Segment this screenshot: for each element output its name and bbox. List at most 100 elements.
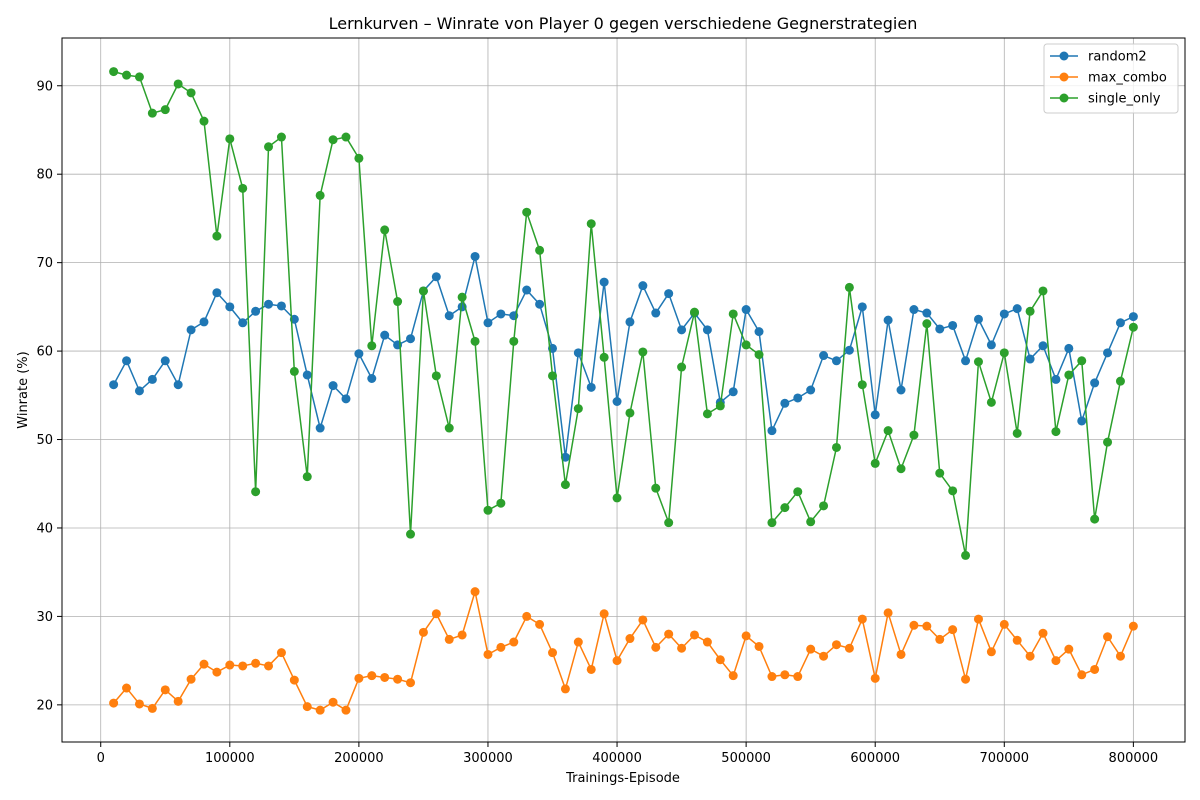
data-point [367, 341, 377, 351]
data-point [406, 529, 416, 539]
data-point [109, 380, 119, 390]
data-point [548, 371, 558, 381]
data-point [638, 281, 648, 291]
plot-frame [61, 37, 1186, 743]
data-point [961, 356, 971, 366]
data-point [173, 79, 183, 89]
data-point [444, 423, 454, 433]
series-single-only [109, 67, 1138, 560]
data-point [793, 672, 803, 682]
data-point [999, 619, 1009, 629]
data-point [444, 311, 454, 321]
data-point [302, 370, 312, 380]
data-point [354, 349, 364, 359]
data-point [793, 393, 803, 403]
data-point [870, 673, 880, 683]
data-point [819, 351, 829, 361]
x-tick-label: 500000 [721, 751, 771, 766]
data-point [238, 661, 248, 671]
data-point [599, 352, 609, 362]
data-point [612, 656, 622, 666]
data-point [586, 664, 596, 674]
series-max-combo [109, 587, 1138, 715]
data-point [1025, 651, 1035, 661]
data-point [728, 387, 738, 397]
data-point [199, 116, 209, 126]
data-point [470, 336, 480, 346]
data-point [715, 655, 725, 665]
data-point [935, 634, 945, 644]
data-point [199, 317, 209, 327]
data-point [948, 486, 958, 496]
data-point [431, 609, 441, 619]
data-point [754, 641, 764, 651]
data-point [264, 142, 274, 152]
data-point [1051, 427, 1061, 437]
legend-entry: single_only [1050, 92, 1161, 107]
data-point [367, 374, 377, 383]
series-random2 [109, 251, 1138, 462]
data-point [522, 285, 532, 295]
data-point [973, 314, 983, 324]
data-point [251, 487, 261, 497]
x-tick-label: 200000 [334, 751, 384, 766]
data-point [238, 183, 248, 193]
data-point [560, 684, 570, 694]
data-point [844, 345, 854, 355]
data-point [573, 637, 583, 647]
data-point [251, 306, 261, 316]
data-point [1012, 635, 1022, 645]
data-point [857, 614, 867, 624]
data-point [509, 336, 519, 346]
data-point [173, 380, 183, 390]
y-tick-label: 80 [36, 168, 53, 183]
data-point [212, 231, 222, 241]
data-point [1038, 628, 1048, 638]
data-point [212, 288, 222, 298]
data-point [1051, 656, 1061, 666]
data-point [1051, 374, 1061, 384]
data-point [935, 324, 945, 334]
data-point [844, 282, 854, 292]
data-point [1064, 644, 1074, 654]
data-point [896, 385, 906, 395]
data-point [535, 299, 545, 309]
data-point [664, 289, 674, 299]
data-point [1103, 632, 1113, 642]
data-point [522, 207, 532, 217]
legend-marker [1059, 93, 1069, 103]
data-point [651, 483, 661, 493]
data-point [122, 356, 132, 366]
data-point [109, 698, 119, 708]
data-point [961, 674, 971, 684]
data-point [793, 487, 803, 497]
series-line [112, 255, 1134, 458]
data-point [831, 442, 841, 452]
data-point [522, 611, 532, 621]
data-point [870, 458, 880, 468]
data-point [431, 272, 441, 282]
data-point [780, 503, 790, 513]
legend-entry: max_combo [1050, 71, 1167, 86]
data-point [328, 697, 338, 707]
data-point [147, 108, 157, 118]
data-point [1025, 306, 1035, 316]
data-point [780, 670, 790, 680]
data-point [483, 649, 493, 659]
data-point [147, 374, 157, 384]
data-point [1077, 670, 1087, 680]
data-point [341, 705, 351, 715]
data-point [973, 357, 983, 367]
data-point [134, 386, 144, 396]
data-point [599, 277, 609, 287]
data-point [289, 366, 299, 376]
data-point [535, 245, 545, 255]
data-point [341, 132, 351, 142]
legend-label: single_only [1088, 92, 1161, 107]
data-point [122, 683, 132, 693]
data-point [767, 426, 777, 436]
y-tick-label: 30 [36, 610, 53, 625]
data-point [328, 381, 338, 391]
data-point [702, 637, 712, 647]
